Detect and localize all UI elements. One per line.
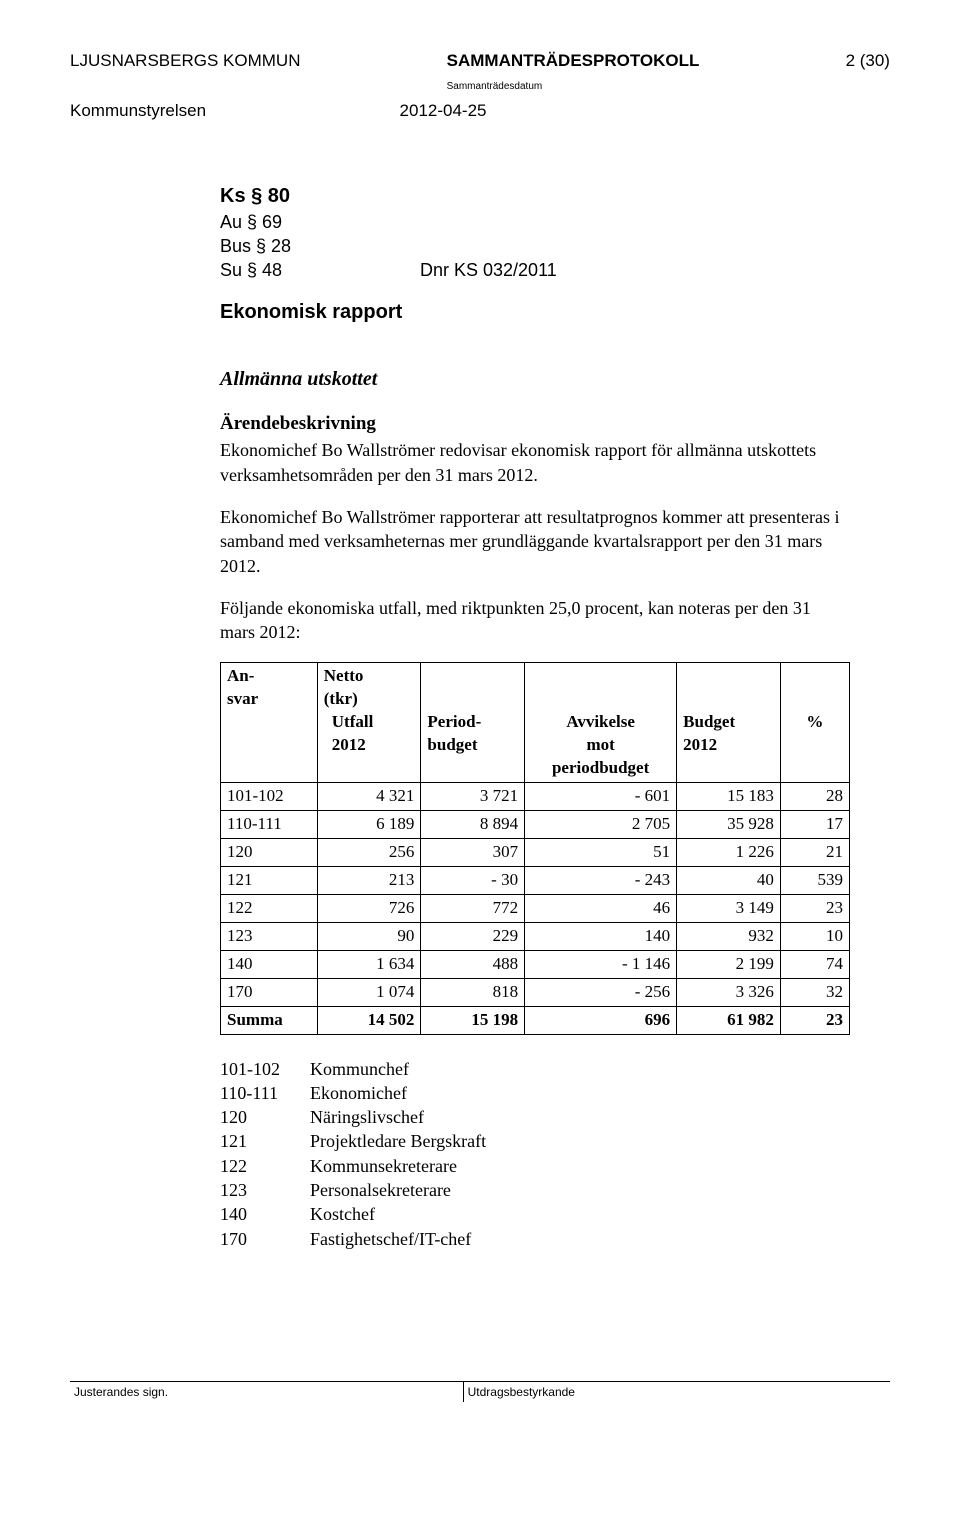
th-ansvar: An- svar [221, 663, 318, 783]
ref-bus: Bus § 28 [220, 234, 850, 258]
legend-row: 121Projektledare Bergskraft [220, 1129, 496, 1153]
doc-title: SAMMANTRÄDESPROTOKOLL [447, 51, 700, 70]
page-header: LJUSNARSBERGS KOMMUN SAMMANTRÄDESPROTOKO… [70, 50, 890, 96]
ref-dnr: Dnr KS 032/2011 [420, 258, 557, 282]
paragraph-3: Följande ekonomiska utfall, med riktpunk… [220, 596, 850, 645]
th-percent: % [780, 663, 849, 783]
legend-row: 101-102Kommunchef [220, 1057, 496, 1081]
page-footer: Justerandes sign. Utdragsbestyrkande [70, 1381, 890, 1402]
org-name: LJUSNARSBERGS KOMMUN [70, 50, 300, 73]
legend-row: 120Näringslivschef [220, 1105, 496, 1129]
legend-table: 101-102Kommunchef110-111Ekonomichef120Nä… [220, 1057, 496, 1251]
ref-su: Su § 48 [220, 258, 420, 282]
ref-au: Au § 69 [220, 210, 850, 234]
th-periodbudget: Period- budget [421, 663, 525, 783]
table-row: 121213- 30- 24340539 [221, 866, 850, 894]
legend-row: 123Personalsekreterare [220, 1178, 496, 1202]
table-row: 1701 074818- 2563 32632 [221, 978, 850, 1006]
legend-row: 122Kommunsekreterare [220, 1154, 496, 1178]
table-row: 1401 634488- 1 1462 19974 [221, 950, 850, 978]
page-title: Ekonomisk rapport [220, 299, 850, 326]
table-row: 120256307511 22621 [221, 838, 850, 866]
table-row: 101-1024 3213 721- 60115 18328 [221, 783, 850, 811]
doc-title-block: SAMMANTRÄDESPROTOKOLL Sammanträdesdatum [447, 50, 700, 96]
subheading: Ärendebeskrivning [220, 411, 850, 437]
legend-row: 110-111Ekonomichef [220, 1081, 496, 1105]
legend-row: 170Fastighetschef/IT-chef [220, 1227, 496, 1251]
footer-left: Justerandes sign. [70, 1382, 464, 1402]
footer-right: Utdragsbestyrkande [464, 1382, 890, 1402]
table-row-sum: Summa14 50215 19869661 98223 [221, 1006, 850, 1034]
table-row: 122726772463 14923 [221, 894, 850, 922]
committee: Kommunstyrelsen [70, 100, 206, 123]
section-heading: Allmänna utskottet [220, 366, 850, 393]
date-label: Sammanträdesdatum [447, 81, 543, 92]
meeting-date: 2012-04-25 [400, 100, 487, 123]
ref-su-row: Su § 48 Dnr KS 032/2011 [220, 258, 850, 282]
page-header-row2: Kommunstyrelsen 2012-04-25 [70, 100, 890, 123]
economy-table: An- svar Netto (tkr) Utfall 2012 Period-… [220, 662, 850, 1034]
table-row: 1239022914093210 [221, 922, 850, 950]
th-avvikelse: Avvikelse mot periodbudget [525, 663, 677, 783]
paragraph-2: Ekonomichef Bo Wallströmer rapporterar a… [220, 505, 850, 578]
th-budget: Budget 2012 [677, 663, 781, 783]
page-number: 2 (30) [846, 50, 890, 73]
ref-ks: Ks § 80 [220, 183, 850, 210]
th-utfall: Netto (tkr) Utfall 2012 [317, 663, 421, 783]
content-body: Ks § 80 Au § 69 Bus § 28 Su § 48 Dnr KS … [70, 183, 890, 1251]
table-row: 110-1116 1898 8942 70535 92817 [221, 811, 850, 839]
paragraph-1: Ekonomichef Bo Wallströmer redovisar eko… [220, 438, 850, 487]
legend-row: 140Kostchef [220, 1202, 496, 1226]
